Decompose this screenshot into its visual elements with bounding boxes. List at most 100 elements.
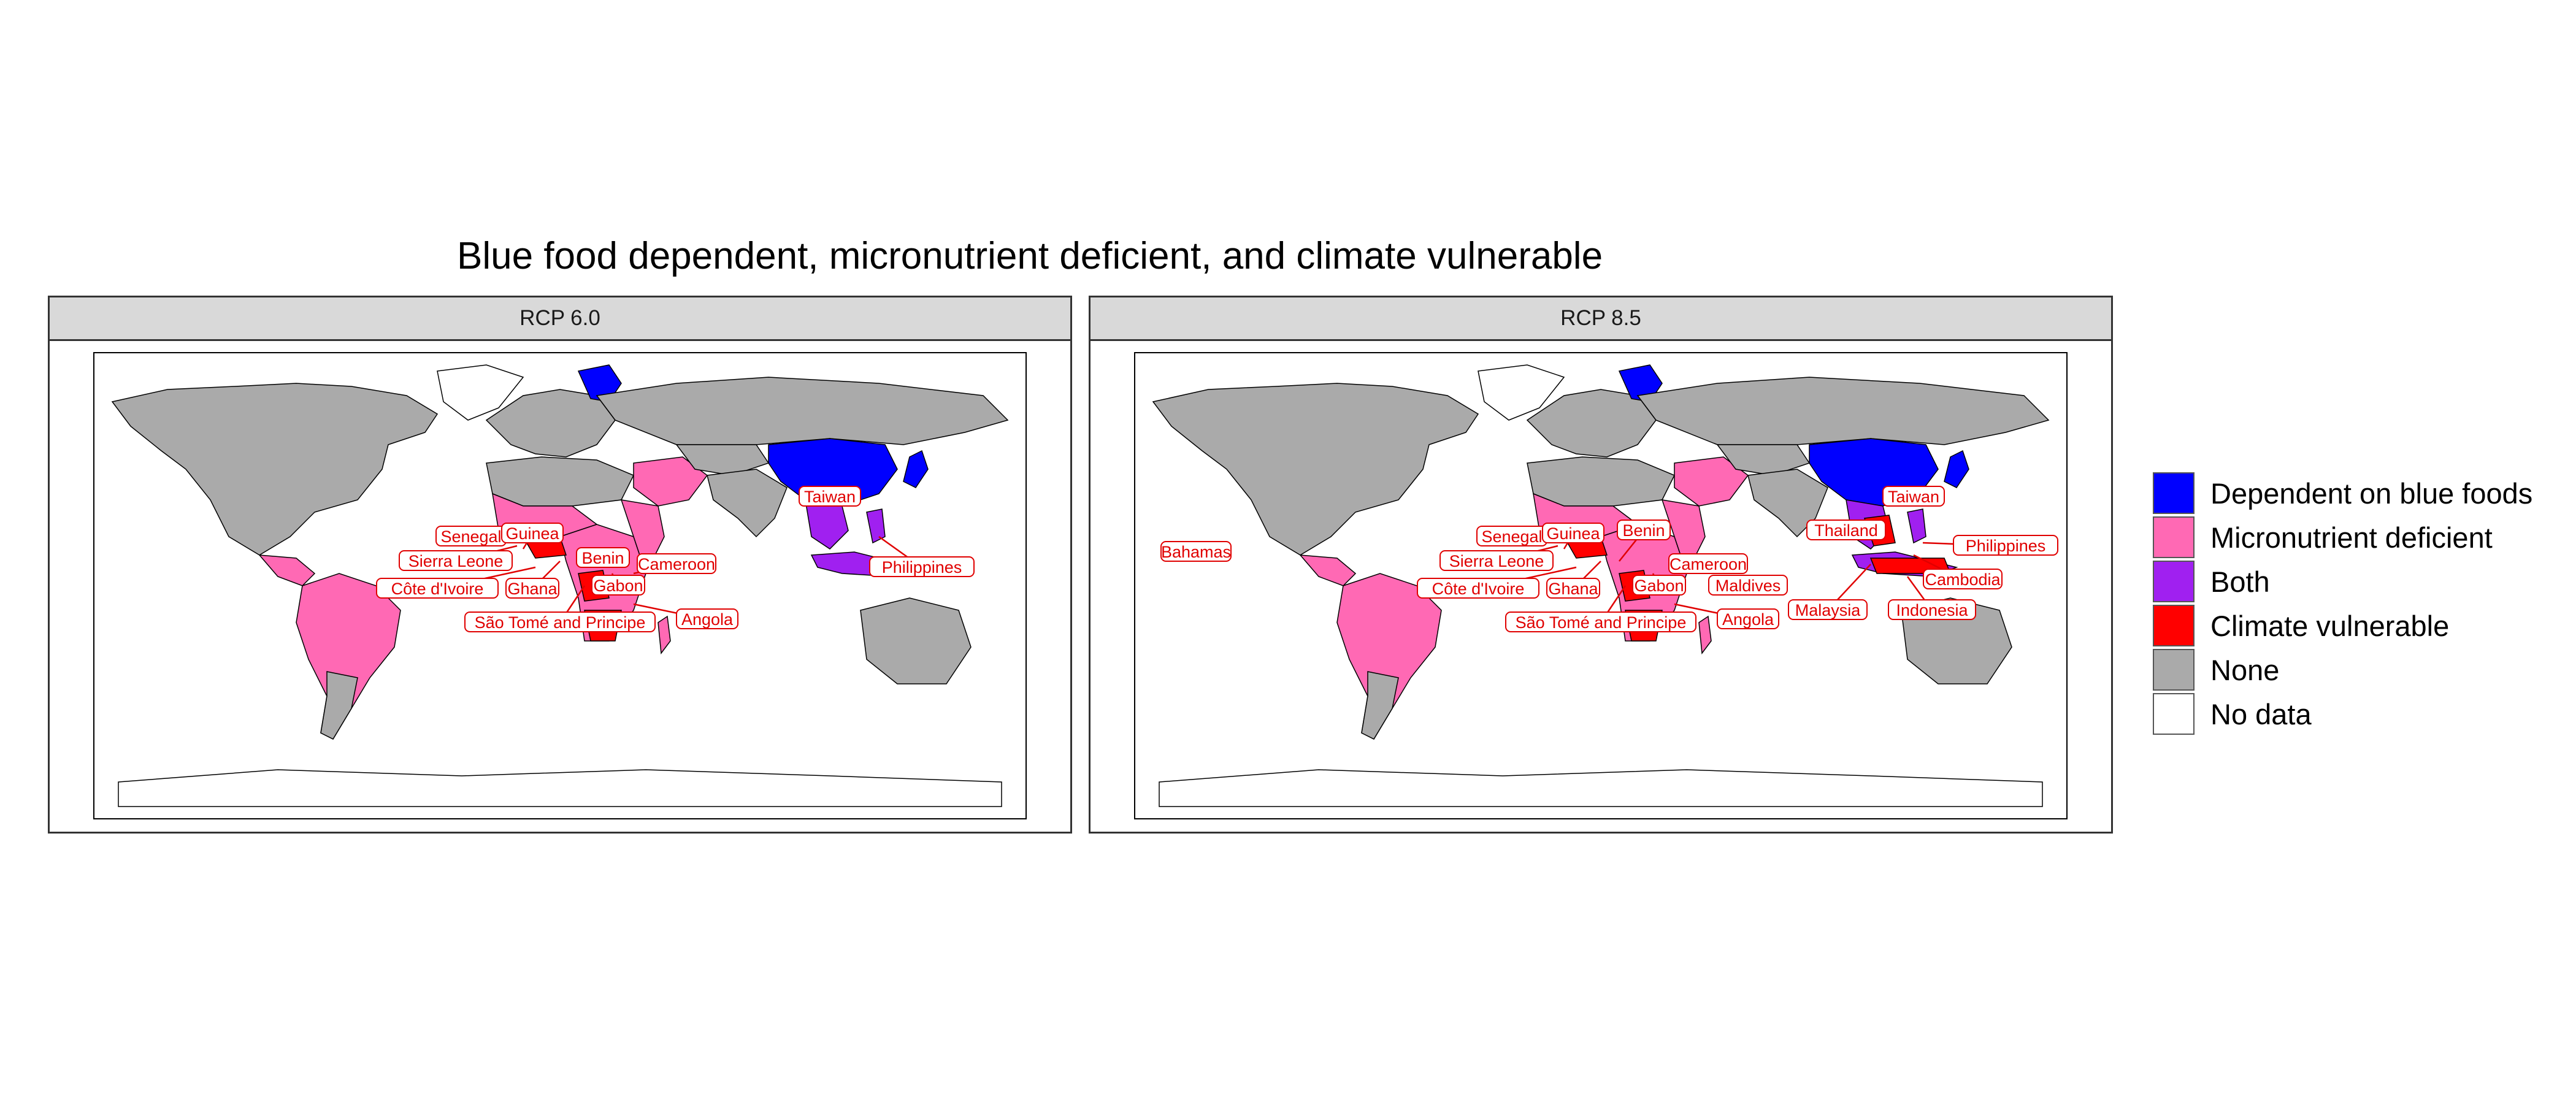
country-label: Côte d'Ivoire	[1417, 578, 1539, 599]
legend-label: Micronutrient deficient	[2210, 521, 2493, 554]
country-label-text: Benin	[581, 549, 624, 567]
country-label: Sierra Leone	[1439, 550, 1554, 571]
country-label-text: Côte d'Ivoire	[1432, 580, 1525, 598]
country-label: Angola	[1717, 608, 1779, 629]
country-label-text: Guinea	[505, 524, 559, 543]
facet-strip-rcp85: RCP 8.5	[1091, 297, 2111, 341]
region-south-asia	[707, 469, 788, 538]
country-label-text: Maldives	[1715, 577, 1781, 595]
country-label-text: Indonesia	[1896, 601, 1968, 619]
country-label: Côte d'Ivoire	[376, 578, 499, 599]
country-label: Ghana	[505, 578, 559, 599]
country-label: Cameroon	[637, 553, 716, 574]
country-label-text: Senegal	[1481, 527, 1542, 546]
country-label-text: Malaysia	[1795, 601, 1861, 619]
country-label: Gabon	[1632, 575, 1686, 596]
country-label-text: Angola	[681, 610, 734, 629]
country-label-text: Thailand	[1814, 521, 1878, 540]
region-central-asia	[1716, 444, 1811, 476]
country-label: Benin	[1617, 519, 1671, 540]
country-label: Thailand	[1806, 519, 1886, 540]
country-label: Sierra Leone	[399, 550, 513, 571]
country-label-text: Cambodia	[1925, 570, 2001, 589]
legend-item-none: None	[2153, 648, 2532, 692]
region-antarctica	[1159, 769, 2043, 807]
country-label: Cameroon	[1668, 553, 1748, 574]
country-label: Philippines	[869, 556, 975, 577]
region-north-america	[1152, 383, 1479, 556]
legend-label: None	[2210, 653, 2280, 686]
region-central-america	[258, 554, 316, 586]
region-philippines-isl	[1907, 508, 1926, 544]
region-central-america	[1299, 554, 1357, 586]
country-label-text: Guinea	[1546, 524, 1600, 543]
country-label: Maldives	[1708, 575, 1788, 596]
country-label: Gabon	[591, 575, 645, 596]
country-label: Taiwan	[1882, 486, 1945, 507]
country-label: Senegal	[435, 526, 507, 546]
legend-label: No data	[2210, 697, 2312, 730]
region-japan	[1944, 450, 1969, 488]
country-label-text: Benin	[1622, 521, 1665, 540]
country-label: Cambodia	[1923, 569, 2003, 589]
country-label-text: Côte d'Ivoire	[391, 580, 484, 598]
region-australia	[860, 597, 972, 684]
country-label-text: Philippines	[882, 558, 962, 577]
country-label: Guinea	[1542, 523, 1604, 543]
legend-item-both: Both	[2153, 559, 2532, 604]
legend-label: Climate vulnerable	[2210, 609, 2450, 642]
country-label-text: São Tomé and Principe	[475, 613, 646, 632]
country-label-text: São Tomé and Principe	[1516, 613, 1687, 632]
legend-label: Both	[2210, 565, 2270, 598]
country-label: Ghana	[1546, 578, 1600, 599]
legend-swatch	[2153, 561, 2195, 602]
region-europe	[485, 389, 616, 458]
region-north-america	[111, 383, 439, 556]
region-middle-east	[633, 456, 708, 507]
country-label-text: Cameroon	[638, 555, 715, 573]
region-japan	[903, 450, 929, 488]
legend-item-nodata: No data	[2153, 692, 2532, 736]
country-label: Senegal	[1476, 526, 1547, 546]
legend-item-dependent: Dependent on blue foods	[2153, 471, 2532, 515]
chart-title: Blue food dependent, micronutrient defic…	[457, 235, 1603, 277]
world-map: Taiwan Bahamas Senegal Guinea Benin Thailand P…	[1134, 352, 2068, 819]
country-label: Guinea	[501, 523, 564, 543]
country-label-text: Ghana	[1548, 580, 1598, 598]
region-europe	[1526, 389, 1657, 458]
region-southern-cone	[1361, 671, 1399, 740]
country-label-text: Sierra Leone	[1449, 552, 1544, 570]
facet-strip-rcp60: RCP 6.0	[50, 297, 1070, 341]
country-label-text: Sierra Leone	[408, 552, 504, 570]
region-greenland	[1478, 364, 1565, 421]
legend-swatch	[2153, 693, 2195, 735]
country-label: São Tomé and Principe	[464, 611, 656, 632]
facet-strip-label: RCP 8.5	[1560, 306, 1641, 330]
facet-strip-label: RCP 6.0	[519, 306, 600, 330]
map-panel-rcp85: RCP 8.5 Taiwan Bahamas Senegal Guinea Benin T…	[1089, 296, 2113, 834]
region-southern-cone	[320, 671, 358, 740]
country-label-text: Philippines	[1966, 537, 2046, 555]
region-madagascar	[1698, 615, 1712, 654]
country-label: São Tomé and Principe	[1505, 611, 1696, 632]
region-middle-east	[1674, 456, 1749, 507]
country-label-text: Cameroon	[1669, 555, 1747, 573]
region-philippines-isl	[866, 508, 886, 544]
country-label: Taiwan	[799, 486, 861, 507]
country-label: Indonesia	[1888, 599, 1976, 620]
country-label-text: Senegal	[440, 527, 501, 546]
region-madagascar	[657, 615, 671, 654]
region-central-asia	[675, 444, 770, 476]
country-label: Bahamas	[1160, 541, 1232, 562]
country-label: Malaysia	[1788, 599, 1868, 620]
legend-swatch	[2153, 649, 2195, 691]
country-label-text: Taiwan	[804, 488, 856, 506]
country-label-text: Ghana	[507, 580, 558, 598]
country-label: Philippines	[1953, 535, 2058, 556]
country-label-text: Bahamas	[1161, 543, 1231, 561]
legend-swatch	[2153, 516, 2195, 558]
region-antarctica	[118, 769, 1002, 807]
country-label-text: Taiwan	[1888, 488, 1939, 506]
country-label: Angola	[676, 608, 738, 629]
